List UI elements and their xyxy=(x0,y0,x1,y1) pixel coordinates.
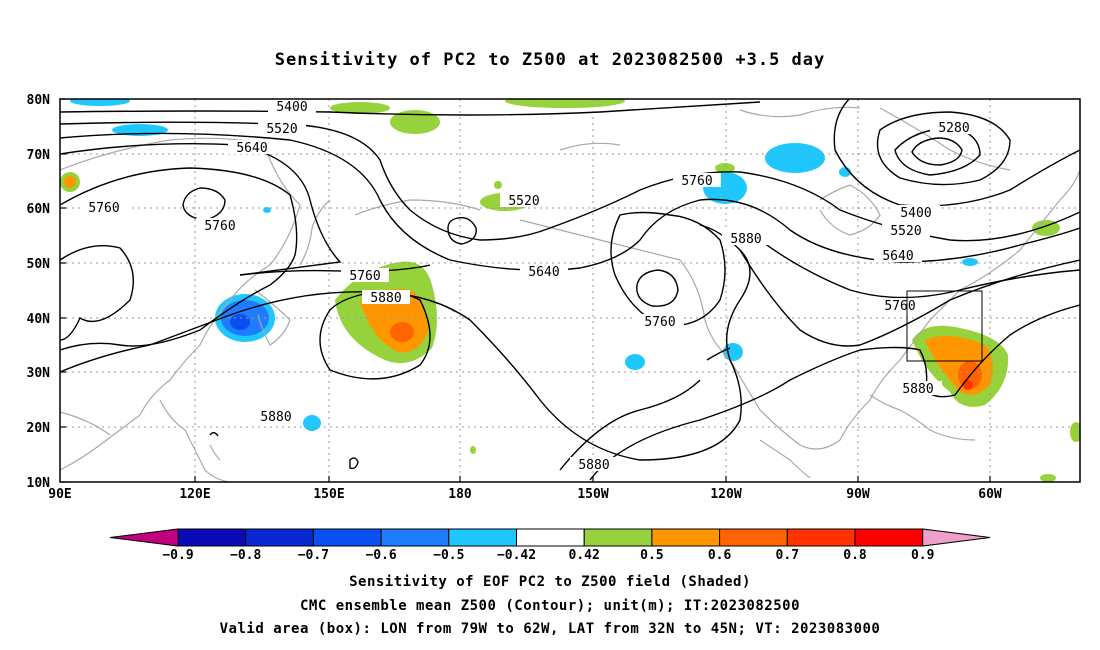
colorbar-cell xyxy=(516,528,585,547)
contour-label: 5760 xyxy=(681,174,712,189)
lon-label: 90W xyxy=(846,487,870,502)
lat-label: 70N xyxy=(27,148,51,163)
colorbar-label: −0.9 xyxy=(162,548,193,563)
colorbar-cell xyxy=(651,528,721,547)
lat-label: 30N xyxy=(27,366,51,381)
contour-label: 5760 xyxy=(884,299,915,314)
lon-label: 90E xyxy=(48,487,71,502)
contour-label: 5640 xyxy=(882,249,913,264)
contour-label: 5760 xyxy=(88,201,119,216)
colorbar-cell xyxy=(245,528,314,547)
lat-label: 50N xyxy=(27,257,51,272)
contour-label: 5760 xyxy=(644,315,675,330)
contour-label: 5880 xyxy=(370,291,401,306)
colorbar-cell xyxy=(380,528,450,547)
colorbar-cell xyxy=(854,528,924,547)
map-title: Sensitivity of PC2 to Z500 at 2023082500… xyxy=(274,50,826,70)
contour-label: 5520 xyxy=(266,122,297,137)
footer-line-2: CMC ensemble mean Z500 (Contour); unit(m… xyxy=(299,598,800,614)
colorbar-cell xyxy=(448,528,517,547)
colorbar-triangle-low xyxy=(109,528,179,547)
colorbar-label: 0.8 xyxy=(843,548,867,563)
contour-label: 5520 xyxy=(508,194,539,209)
lat-label: 60N xyxy=(27,202,51,217)
contour-label: 5640 xyxy=(528,265,559,280)
contour-label: 5880 xyxy=(578,458,609,473)
contour-label: 5760 xyxy=(349,269,380,284)
contour-label: 5520 xyxy=(890,224,921,239)
colorbar-label: −0.6 xyxy=(365,548,396,563)
contour-label: 5400 xyxy=(276,100,307,115)
colorbar-cell xyxy=(786,528,856,547)
colorbar-label: 0.9 xyxy=(911,548,934,563)
colorbar-cell xyxy=(177,528,247,547)
colorbar-label: 0.5 xyxy=(640,548,663,563)
colorbar-label: −0.42 xyxy=(497,548,536,563)
contour-label: 5880 xyxy=(260,410,291,425)
colorbar-label: −0.7 xyxy=(298,548,329,563)
lon-label: 120E xyxy=(179,487,210,502)
lat-label: 80N xyxy=(27,93,51,108)
lat-label: 10N xyxy=(27,476,51,491)
colorbar-cell xyxy=(312,528,382,547)
plot-frame xyxy=(59,98,1081,483)
colorbar-label: −0.5 xyxy=(433,548,464,563)
lon-label: 60W xyxy=(978,487,1002,502)
valid-area-box xyxy=(906,290,983,362)
colorbar-label: −0.8 xyxy=(230,548,261,563)
footer-line-1: Sensitivity of EOF PC2 to Z500 field (Sh… xyxy=(349,574,751,590)
lat-label: 40N xyxy=(27,312,51,327)
lon-label: 120W xyxy=(710,487,741,502)
lat-lon-grid xyxy=(60,99,1080,482)
lat-labels: 80N 70N 60N 50N 40N 30N 20N 10N xyxy=(27,93,51,491)
colorbar: −0.9 −0.8 −0.7 −0.6 −0.5 −0.42 0.42 0.5 0.6 0.7 0.… xyxy=(109,528,991,563)
sensitivity-shading xyxy=(60,99,1080,482)
colorbar-triangle-high xyxy=(922,528,991,547)
contour-label: 5640 xyxy=(236,141,267,156)
lon-label: 150W xyxy=(577,487,608,502)
contour-label: 5880 xyxy=(730,232,761,247)
lon-labels: 90E 120E 150E 180 150W 120W 90W 60W xyxy=(48,487,1002,502)
lat-label: 20N xyxy=(27,421,51,436)
colorbar-label: 0.6 xyxy=(708,548,732,563)
lon-label: 150E xyxy=(313,487,344,502)
z500-contours xyxy=(60,99,1080,481)
contour-label: 5280 xyxy=(938,121,969,136)
colorbar-cell xyxy=(583,528,653,547)
axis-ticks xyxy=(60,98,991,483)
colorbar-label: 0.42 xyxy=(569,548,600,563)
contour-label: 5400 xyxy=(900,206,931,221)
colorbar-label: 0.7 xyxy=(776,548,799,563)
contour-label: 5760 xyxy=(204,219,235,234)
lon-label: 180 xyxy=(448,487,472,502)
colorbar-cell xyxy=(719,528,788,547)
contour-label: 5880 xyxy=(902,382,933,397)
footer-line-3: Valid area (box): LON from 79W to 62W, L… xyxy=(219,621,881,637)
contour-labels: 5400 5520 5640 5760 5760 5520 5640 5760 … xyxy=(80,99,978,473)
